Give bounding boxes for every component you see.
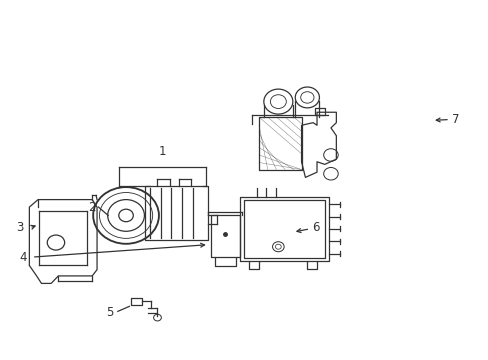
Text: 3: 3 <box>16 221 23 234</box>
Text: 2: 2 <box>88 201 95 213</box>
Text: 7: 7 <box>451 113 459 126</box>
Text: 4: 4 <box>20 251 27 264</box>
Text: 5: 5 <box>105 306 113 319</box>
Text: 1: 1 <box>158 145 166 158</box>
Text: 6: 6 <box>311 221 319 234</box>
